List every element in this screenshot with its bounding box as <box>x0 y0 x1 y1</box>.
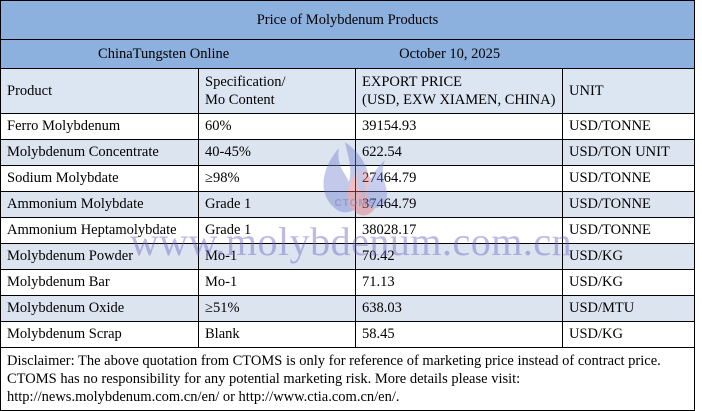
cell-unit: USD/TONNE <box>561 191 696 218</box>
cell-specification: 40-45% <box>198 139 356 166</box>
cell-export-price: 622.54 <box>355 139 563 166</box>
cell-unit: USD/TONNE <box>561 217 696 244</box>
cell-product: Molybdenum Powder <box>0 243 199 270</box>
table-row: Sodium Molybdate ≥98% 27464.79 USD/TONNE <box>0 165 696 192</box>
title-row: Price of Molybdenum Products <box>0 0 696 40</box>
column-header-specification: Specification/ Mo Content <box>198 68 356 114</box>
column-header-specification-line1: Specification/ <box>205 73 286 90</box>
subtitle-row: ChinaTungsten Online October 10, 2025 <box>0 39 696 69</box>
cell-export-price: 58.45 <box>355 321 563 348</box>
table-row: Molybdenum Oxide ≥51% 638.03 USD/MTU <box>0 295 696 322</box>
cell-product: Sodium Molybdate <box>0 165 199 192</box>
cell-export-price: 37464.79 <box>355 191 563 218</box>
column-header-unit: UNIT <box>561 68 696 114</box>
table-row: Molybdenum Powder Mo-1 70.42 USD/KG <box>0 243 696 270</box>
cell-product: Ammonium Heptamolybdate <box>0 217 199 244</box>
cell-product: Molybdenum Bar <box>0 269 199 296</box>
cell-unit: USD/KG <box>561 321 696 348</box>
table-row: Ammonium Molybdate Grade 1 37464.79 USD/… <box>0 191 696 218</box>
table-header-row: Product Specification/ Mo Content EXPORT… <box>0 68 696 114</box>
cell-product: Molybdenum Scrap <box>0 321 199 348</box>
cell-export-price: 71.13 <box>355 269 563 296</box>
cell-unit: USD/TONNE <box>561 165 696 192</box>
cell-export-price: 39154.93 <box>355 113 563 140</box>
column-header-specification-line2: Mo Content <box>205 92 275 108</box>
cell-export-price: 70.42 <box>355 243 563 270</box>
cell-specification: 60% <box>198 113 356 140</box>
cell-specification: Grade 1 <box>198 191 356 218</box>
cell-unit: USD/KG <box>561 269 696 296</box>
column-header-export-price-line2: (USD, EXW XIAMEN, CHINA) <box>362 92 556 108</box>
organization-label: ChinaTungsten Online <box>98 45 230 62</box>
subtitle-cell: ChinaTungsten Online October 10, 2025 <box>0 39 696 69</box>
table-row: Molybdenum Scrap Blank 58.45 USD/KG <box>0 321 696 348</box>
cell-product: Ferro Molybdenum <box>0 113 199 140</box>
cell-product: Molybdenum Concentrate <box>0 139 199 166</box>
cell-unit: USD/TONNE <box>561 113 696 140</box>
cell-product: Ammonium Molybdate <box>0 191 199 218</box>
cell-export-price: 27464.79 <box>355 165 563 192</box>
table-row: Molybdenum Bar Mo-1 71.13 USD/KG <box>0 269 696 296</box>
table-row: Ammonium Heptamolybdate Grade 1 38028.17… <box>0 217 696 244</box>
report-date: October 10, 2025 <box>399 45 501 62</box>
cell-specification: Mo-1 <box>198 243 356 270</box>
cell-unit: USD/KG <box>561 243 696 270</box>
cell-product: Molybdenum Oxide <box>0 295 199 322</box>
cell-specification: Mo-1 <box>198 269 356 296</box>
table-row: Molybdenum Concentrate 40-45% 622.54 USD… <box>0 139 696 166</box>
disclaimer-text: Disclaimer: The above quotation from CTO… <box>0 347 696 411</box>
column-header-export-price: EXPORT PRICE (USD, EXW XIAMEN, CHINA) <box>355 68 563 114</box>
cell-unit: USD/MTU <box>561 295 696 322</box>
cell-unit: USD/TON UNIT <box>561 139 696 166</box>
cell-specification: Blank <box>198 321 356 348</box>
page-title: Price of Molybdenum Products <box>0 0 696 40</box>
column-header-product: Product <box>0 68 199 114</box>
cell-export-price: 638.03 <box>355 295 563 322</box>
cell-export-price: 38028.17 <box>355 217 563 244</box>
cell-specification: ≥98% <box>198 165 356 192</box>
column-header-export-price-line1: EXPORT PRICE <box>362 73 462 90</box>
cell-specification: ≥51% <box>198 295 356 322</box>
cell-specification: Grade 1 <box>198 217 356 244</box>
disclaimer-row: Disclaimer: The above quotation from CTO… <box>0 347 696 411</box>
table-row: Ferro Molybdenum 60% 39154.93 USD/TONNE <box>0 113 696 140</box>
